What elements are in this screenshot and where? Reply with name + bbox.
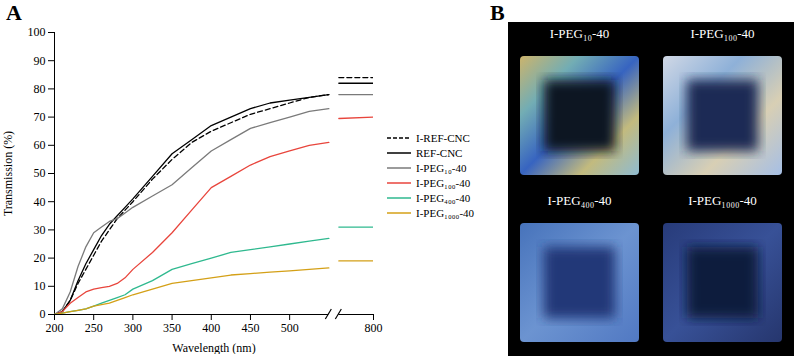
html-text:I-PEG₁₀₀-40: I-PEG₁₀₀-40 xyxy=(416,176,471,189)
svg-text:Transmission (%): Transmission (%) xyxy=(1,131,15,216)
svg-text:80: 80 xyxy=(34,82,46,96)
html-text:I-PEG₁₀-40: I-PEG₁₀-40 xyxy=(416,161,467,174)
html-text:A: A xyxy=(6,0,22,25)
html-text:I-PEG₄₀₀-40: I-PEG₄₀₀-40 xyxy=(416,191,471,204)
svg-text:20: 20 xyxy=(34,251,46,265)
svg-text:0: 0 xyxy=(40,307,46,321)
html-text:B: B xyxy=(490,0,505,25)
svg-text:200: 200 xyxy=(46,321,64,335)
svg-text:800: 800 xyxy=(365,321,383,335)
svg-text:10: 10 xyxy=(34,279,46,293)
svg-text:90: 90 xyxy=(34,54,46,68)
svg-text:300: 300 xyxy=(124,321,142,335)
svg-text:I-PEG₁₀₀-40: I-PEG₁₀₀-40 xyxy=(690,26,754,41)
svg-text:100: 100 xyxy=(28,25,46,39)
svg-text:I-PEG₁₀-40: I-PEG₁₀-40 xyxy=(550,26,610,41)
svg-text:500: 500 xyxy=(281,321,299,335)
html-text:REF-CNC: REF-CNC xyxy=(416,146,463,159)
svg-text:I-PEG₄₀₀-40: I-PEG₄₀₀-40 xyxy=(547,193,611,208)
svg-text:70: 70 xyxy=(34,110,46,124)
html-text:I-PEG₁₀₀₀-40: I-PEG₁₀₀₀-40 xyxy=(416,206,475,219)
svg-text:450: 450 xyxy=(241,321,259,335)
svg-text:400: 400 xyxy=(202,321,220,335)
svg-text:40: 40 xyxy=(34,195,46,209)
svg-text:I-PEG₁₀₀₀-40: I-PEG₁₀₀₀-40 xyxy=(688,193,757,208)
svg-text:60: 60 xyxy=(34,138,46,152)
svg-text:250: 250 xyxy=(85,321,103,335)
svg-text:350: 350 xyxy=(163,321,181,335)
html-text:I-REF-CNC: I-REF-CNC xyxy=(416,131,470,144)
svg-text:50: 50 xyxy=(34,166,46,180)
svg-text:Wavelength (nm): Wavelength (nm) xyxy=(172,341,255,355)
svg-text:30: 30 xyxy=(34,223,46,237)
